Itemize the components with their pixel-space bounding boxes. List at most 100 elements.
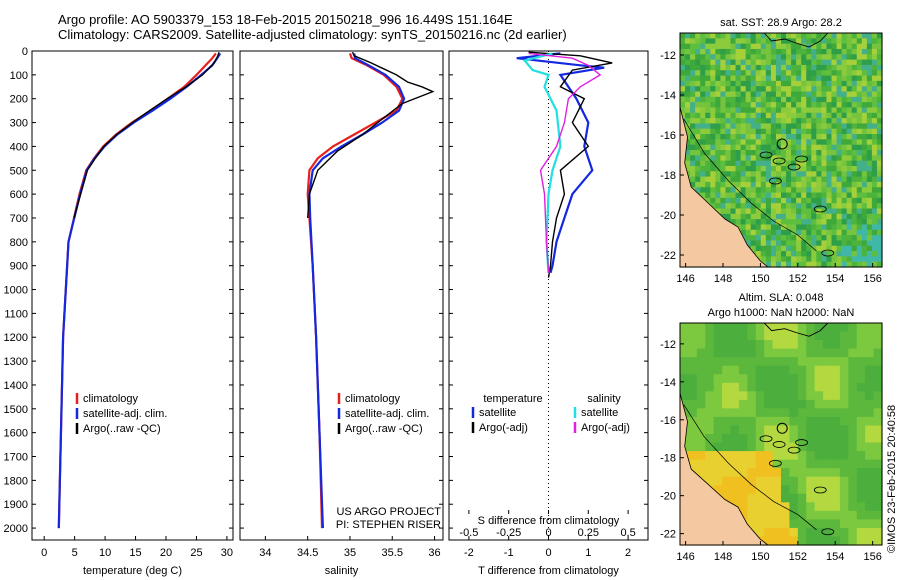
map-cell [861, 102, 868, 109]
map-cell [730, 96, 737, 103]
map-cell [747, 476, 757, 486]
map-cell [738, 399, 748, 409]
ytick-label-2000: 2000 [4, 523, 28, 535]
map-cell [836, 118, 843, 125]
map-cell [861, 229, 868, 236]
map-cell [846, 54, 853, 61]
map-cell [866, 128, 873, 135]
map-cell [696, 391, 706, 401]
map-cell [700, 96, 706, 103]
map-cell [730, 155, 737, 162]
map-cell [715, 112, 721, 119]
map-cell [750, 213, 757, 220]
map-cell [770, 219, 777, 226]
map-cell [851, 187, 858, 194]
map-cell [806, 365, 816, 375]
map-cell [765, 107, 772, 114]
map-cell [755, 128, 762, 135]
map-cell [876, 70, 883, 77]
map-cell [781, 107, 787, 114]
map-cell [836, 86, 843, 93]
map-cell [685, 144, 691, 151]
map-cell [781, 493, 791, 503]
map-cell [745, 224, 752, 231]
map-cell [821, 261, 828, 268]
map-cell [876, 102, 883, 109]
map-cell [823, 323, 833, 333]
map-cell [775, 134, 782, 140]
map-cell [700, 192, 706, 199]
map-cell [851, 123, 858, 130]
map-cell [814, 442, 824, 452]
map-cell [801, 118, 807, 125]
map-cell [801, 107, 807, 114]
map-cell [772, 527, 782, 538]
map-cell [770, 54, 777, 61]
reef-sst-3 [795, 155, 808, 163]
map-cell [836, 107, 843, 114]
map-cell [772, 493, 782, 503]
map-cell [760, 96, 767, 103]
map-cell [720, 171, 727, 178]
map-cell [797, 485, 807, 495]
map-cell [831, 118, 838, 125]
map-cell [745, 219, 752, 226]
map-cell [750, 102, 757, 109]
map-cell [789, 434, 799, 444]
series-sal-1 [308, 53, 406, 529]
map-cell [760, 64, 767, 71]
map-cell [806, 75, 812, 82]
map-cell [865, 323, 875, 333]
map-cell [841, 219, 848, 226]
map-cell [836, 261, 843, 268]
map-cell [745, 91, 752, 98]
map-cell [775, 123, 782, 130]
map-cell [831, 80, 838, 87]
map-cell [715, 102, 721, 109]
xtick-label-diff-1: 1 [585, 547, 591, 559]
map-cell [680, 112, 686, 119]
map-cell [811, 48, 817, 55]
ytick-label-1400: 1400 [4, 380, 28, 392]
map-cell [791, 203, 797, 210]
map-cell [848, 382, 858, 392]
map-cell [740, 123, 747, 130]
map-cell [696, 451, 706, 461]
map-cell [755, 451, 765, 461]
map-cell [764, 357, 774, 367]
map-cell [781, 112, 787, 119]
map-cell [775, 245, 782, 252]
sla-map-title: Altim. SLA: 0.048 [739, 292, 824, 304]
map-cell [814, 323, 824, 333]
map-cell [735, 144, 742, 151]
map-cell [806, 197, 812, 204]
map-cell [725, 213, 732, 220]
map-cell [876, 224, 883, 231]
map-cell [865, 527, 875, 538]
map-cell [772, 459, 782, 469]
map-cell [861, 38, 868, 45]
map-cell [801, 64, 807, 71]
map-cell [764, 408, 774, 418]
map-cell [866, 123, 873, 130]
map-cell [781, 536, 791, 546]
map-cell [786, 203, 792, 210]
map-cell [797, 357, 807, 367]
map-cell [816, 155, 822, 162]
map-cell [871, 48, 878, 55]
map-cell [738, 323, 748, 333]
map-cell [806, 54, 812, 61]
map-cell [755, 468, 765, 478]
map-cell [873, 434, 883, 444]
map-cell [821, 139, 828, 146]
legend-label-temp-0: climatology [83, 393, 139, 405]
map-cell [796, 224, 802, 231]
ytick-label-1800: 1800 [4, 475, 28, 487]
map-cell [826, 33, 833, 39]
map-cell [740, 181, 747, 188]
map-cell [720, 54, 727, 61]
map-cell [876, 139, 883, 146]
map-cell [841, 208, 848, 215]
map-cell [851, 96, 858, 103]
